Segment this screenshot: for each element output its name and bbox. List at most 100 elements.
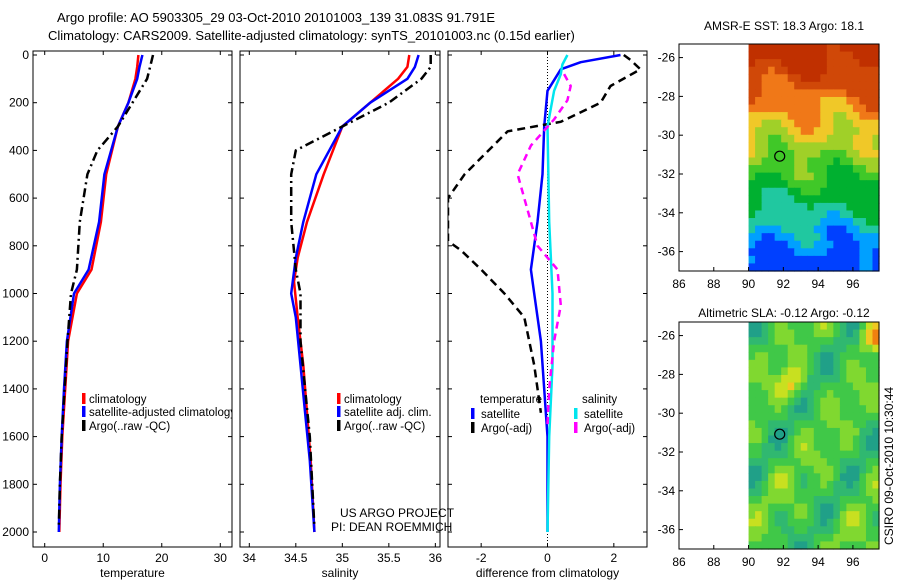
amsr-sst-cell (852, 172, 861, 181)
altimetric-sla-cell (872, 541, 880, 550)
altimetric-sla-cell (755, 458, 763, 467)
amsr-sst-cell (781, 134, 789, 143)
amsr-sst-cell (826, 127, 834, 136)
amsr-sst-cell (852, 66, 861, 75)
altimetric-sla-cell (872, 367, 880, 376)
amsr-sst-cell (761, 157, 769, 166)
difference-xlabel: difference from climatology (476, 566, 619, 580)
amsr-sst-cell (865, 187, 874, 196)
amsr-sst-cell (846, 96, 854, 106)
altimetric-sla-cell (761, 374, 769, 384)
altimetric-sla-cell (820, 450, 828, 459)
amsr-sst-cell (807, 172, 815, 181)
altimetric-sla-cell (846, 511, 854, 520)
altimetric-sla-cell (774, 374, 782, 384)
amsr-sst-cell (865, 89, 874, 98)
altimetric-sla-cell (852, 518, 861, 527)
amsr-sst-cell (800, 180, 808, 189)
amsr-sst-cell (787, 127, 795, 136)
altimetric-sla-cell (865, 541, 874, 550)
amsr-sst-cell (774, 165, 782, 174)
amsr-sst-cell (755, 81, 763, 90)
altimetric-sla-cell (852, 322, 861, 331)
amsr-sst-cell (859, 44, 867, 53)
amsr-sst-cell (813, 180, 821, 189)
altimetric-sla-cell (787, 367, 795, 376)
y-tick-label: -36 (658, 245, 676, 259)
altimetric-sla-cell (833, 473, 841, 482)
altimetric-sla-cell (781, 359, 789, 368)
altimetric-sla-cell (781, 374, 789, 384)
altimetric-sla-cell (755, 344, 763, 353)
altimetric-sla-cell (865, 359, 874, 368)
x-tick-label: 92 (777, 277, 791, 291)
altimetric-sla-cell (755, 382, 763, 391)
altimetric-sla-cell (800, 329, 808, 338)
x-tick-label: 2 (610, 551, 617, 565)
altimetric-sla-cell (865, 533, 874, 543)
x-tick-label: 88 (707, 277, 721, 291)
altimetric-sla-cell (787, 427, 795, 437)
altimetric-sla-cell (787, 397, 795, 406)
altimetric-sla-cell (787, 352, 795, 361)
amsr-sst-cell (774, 104, 782, 113)
altimetric-sla-cell (781, 458, 789, 467)
amsr-sst-cell (839, 127, 847, 136)
amsr-sst-cell (774, 255, 782, 265)
amsr-sst-cell (820, 180, 828, 189)
amsr-sst-cell (813, 66, 821, 75)
altimetric-sla-cell (761, 352, 769, 361)
amsr-sst-cell (852, 248, 861, 257)
amsr-sst-cell (768, 89, 776, 98)
altimetric-sla-cell (787, 337, 795, 346)
amsr-sst-cell (820, 149, 828, 159)
amsr-sst-cell (846, 104, 854, 113)
amsr-sst-cell (748, 225, 756, 234)
altimetric-sla-cell (768, 412, 776, 421)
altimetric-sla-cell (820, 443, 828, 452)
amsr-sst-cell (859, 112, 867, 121)
altimetric-sla-cell (839, 518, 847, 527)
altimetric-sla-cell (859, 511, 867, 520)
altimetric-sla-cell (865, 526, 874, 535)
amsr-sst-cell (774, 263, 782, 272)
amsr-sst-cell (859, 127, 867, 136)
altimetric-sla-cell (748, 329, 756, 338)
amsr-sst-cell (774, 81, 782, 90)
amsr-sst-cell (807, 233, 815, 242)
altimetric-sla-cell (846, 443, 854, 452)
amsr-sst-cell (813, 195, 821, 204)
altimetric-sla-cell (787, 443, 795, 452)
altimetric-sla-cell (839, 390, 847, 399)
amsr-sst-cell (865, 44, 874, 53)
altimetric-sla-cell (833, 352, 841, 361)
altimetric-sla-cell (859, 352, 867, 361)
altimetric-sla-cell (800, 443, 808, 452)
amsr-sst-cell (807, 59, 815, 68)
amsr-sst-cell (833, 134, 841, 143)
altimetric-sla-cell (800, 367, 808, 376)
altimetric-sla-cell (859, 344, 867, 353)
altimetric-sla-cell (826, 503, 834, 512)
altimetric-sla-cell (807, 359, 815, 368)
amsr-sst-cell (852, 202, 861, 212)
altimetric-sla-cell (787, 526, 795, 535)
altimetric-sla-cell (846, 344, 854, 353)
amsr-sst-cell (846, 187, 854, 196)
difference-legend-swatch (574, 422, 578, 433)
amsr-sst-cell (813, 157, 821, 166)
altimetric-sla-cell (813, 420, 821, 429)
amsr-sst-cell (833, 187, 841, 196)
title-line1: Argo profile: AO 5903305_29 03-Oct-2010 … (57, 10, 495, 25)
amsr-sst-cell (820, 172, 828, 181)
altimetric-sla-cell (748, 465, 756, 474)
amsr-sst-cell (800, 119, 808, 128)
altimetric-sla-cell (820, 488, 828, 497)
altimetric-sla-cell (839, 458, 847, 467)
amsr-sst-cell (839, 202, 847, 212)
altimetric-sla-cell (794, 450, 802, 459)
amsr-sst-cell (839, 89, 847, 98)
amsr-sst-cell (820, 263, 828, 272)
amsr-sst-cell (807, 248, 815, 257)
amsr-sst-cell (755, 104, 763, 113)
